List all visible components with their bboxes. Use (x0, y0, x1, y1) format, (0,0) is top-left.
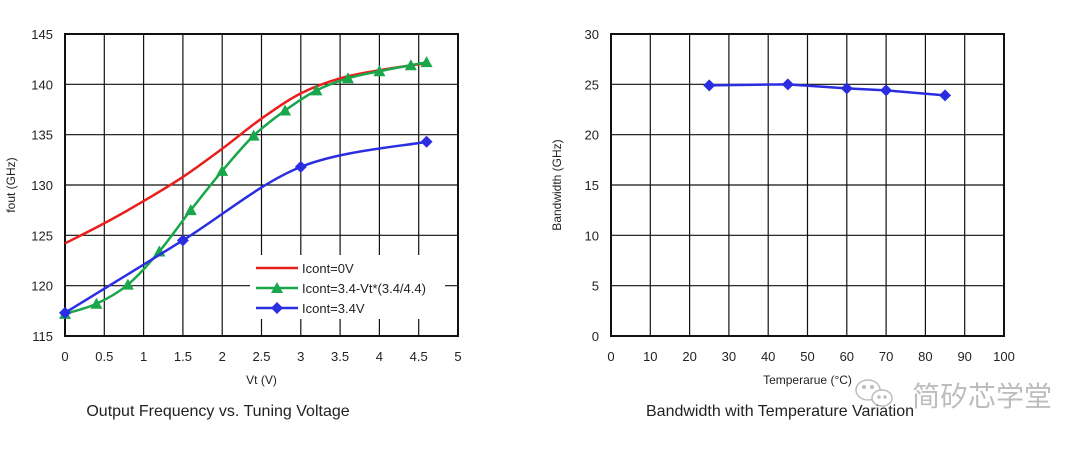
x-tick-label: 3 (297, 349, 304, 364)
y-tick-label: 0 (592, 329, 599, 344)
x-tick-label: 60 (840, 349, 854, 364)
diamond-marker (176, 234, 189, 247)
x-tick-label: 30 (722, 349, 736, 364)
triangle-marker (121, 278, 134, 290)
x-tick-label: 0 (607, 349, 614, 364)
triangle-marker (279, 104, 292, 116)
chart-title: Bandwidth with Temperature Variation (646, 403, 914, 420)
y-tick-label: 140 (31, 77, 53, 92)
x-tick-label: 2 (219, 349, 226, 364)
chart-title: Output Frequency vs. Tuning Voltage (86, 403, 349, 420)
y-tick-label: 15 (585, 178, 599, 193)
legend-label: Icont=0V (302, 261, 354, 276)
tuning-voltage-chart: 0 0.5 1 1.5 2 2.5 3 3.5 4 4.5 5 115 120 125 130 135 140 1… (4, 27, 462, 420)
x-tick-label: 1 (140, 349, 147, 364)
x-tick-label: 50 (800, 349, 814, 364)
x-tick-label: 40 (761, 349, 775, 364)
triangle-marker (420, 56, 433, 68)
diamond-marker (939, 89, 952, 102)
diamond-marker (703, 79, 716, 92)
series-line (64, 140, 427, 314)
bandwidth-temperature-chart: 0 10 20 30 40 50 60 70 80 90 100 0 5 10 15 20 25 30 Temper… (550, 27, 1015, 420)
plot-border (610, 33, 1005, 337)
diamond-marker (420, 135, 433, 148)
y-tick-label: 10 (585, 228, 599, 243)
plot-border (64, 33, 459, 337)
diamond-marker (840, 82, 853, 95)
x-axis-label: Vt (V) (246, 373, 277, 387)
y-tick-label: 30 (585, 27, 599, 42)
legend-label: Icont=3.4-Vt*(3.4/4.4) (302, 281, 426, 296)
diamond-marker (781, 78, 794, 91)
triangle-marker (90, 297, 103, 309)
x-tick-label: 20 (682, 349, 696, 364)
diamond-marker (271, 302, 283, 314)
x-tick-label: 80 (918, 349, 932, 364)
series-0 (703, 78, 952, 102)
series-0 (64, 61, 427, 245)
wechat-icon (855, 379, 893, 407)
x-tick-label: 2.5 (252, 349, 270, 364)
y-tick-label: 20 (585, 128, 599, 143)
y-tick-label: 130 (31, 178, 53, 193)
x-tick-label: 1.5 (174, 349, 192, 364)
x-tick-label: 10 (643, 349, 657, 364)
y-axis-label: fout (GHz) (4, 157, 18, 212)
x-tick-label: 0 (61, 349, 68, 364)
x-tick-label: 0.5 (95, 349, 113, 364)
series-line (64, 61, 427, 245)
x-tick-label: 70 (879, 349, 893, 364)
x-tick-label: 90 (957, 349, 971, 364)
watermark: 简矽芯学堂 (855, 379, 1052, 412)
y-tick-label: 125 (31, 228, 53, 243)
y-tick-label: 25 (585, 77, 599, 92)
watermark-text: 简矽芯学堂 (912, 381, 1052, 412)
y-tick-label: 145 (31, 27, 53, 42)
x-tick-label: 5 (454, 349, 461, 364)
y-tick-label: 120 (31, 279, 53, 294)
y-tick-label: 115 (32, 329, 53, 344)
diamond-marker (59, 306, 71, 319)
legend-label: Icont=3.4V (302, 301, 365, 316)
x-tick-label: 4 (376, 349, 383, 364)
legend: Icont=0V Icont=3.4-Vt*(3.4/4.4) Icont=3.4V (250, 255, 445, 319)
triangle-marker (247, 129, 260, 141)
triangle-marker (341, 72, 354, 84)
x-tick-label: 4.5 (410, 349, 428, 364)
x-tick-label: 100 (993, 349, 1015, 364)
triangle-marker (184, 204, 197, 216)
x-axis-label: Temperarue (°C) (763, 373, 852, 387)
triangle-marker (310, 84, 323, 96)
x-tick-label: 3.5 (331, 349, 349, 364)
y-tick-label: 5 (592, 279, 599, 294)
y-tick-label: 135 (31, 128, 53, 143)
triangle-marker (216, 164, 229, 176)
triangle-marker (271, 282, 283, 293)
diamond-marker (880, 84, 893, 97)
series-2 (59, 135, 433, 319)
diamond-marker (294, 160, 307, 173)
triangle-marker (373, 65, 386, 77)
y-axis-label: Bandwidth (GHz) (550, 139, 564, 230)
triangle-marker (404, 59, 417, 71)
